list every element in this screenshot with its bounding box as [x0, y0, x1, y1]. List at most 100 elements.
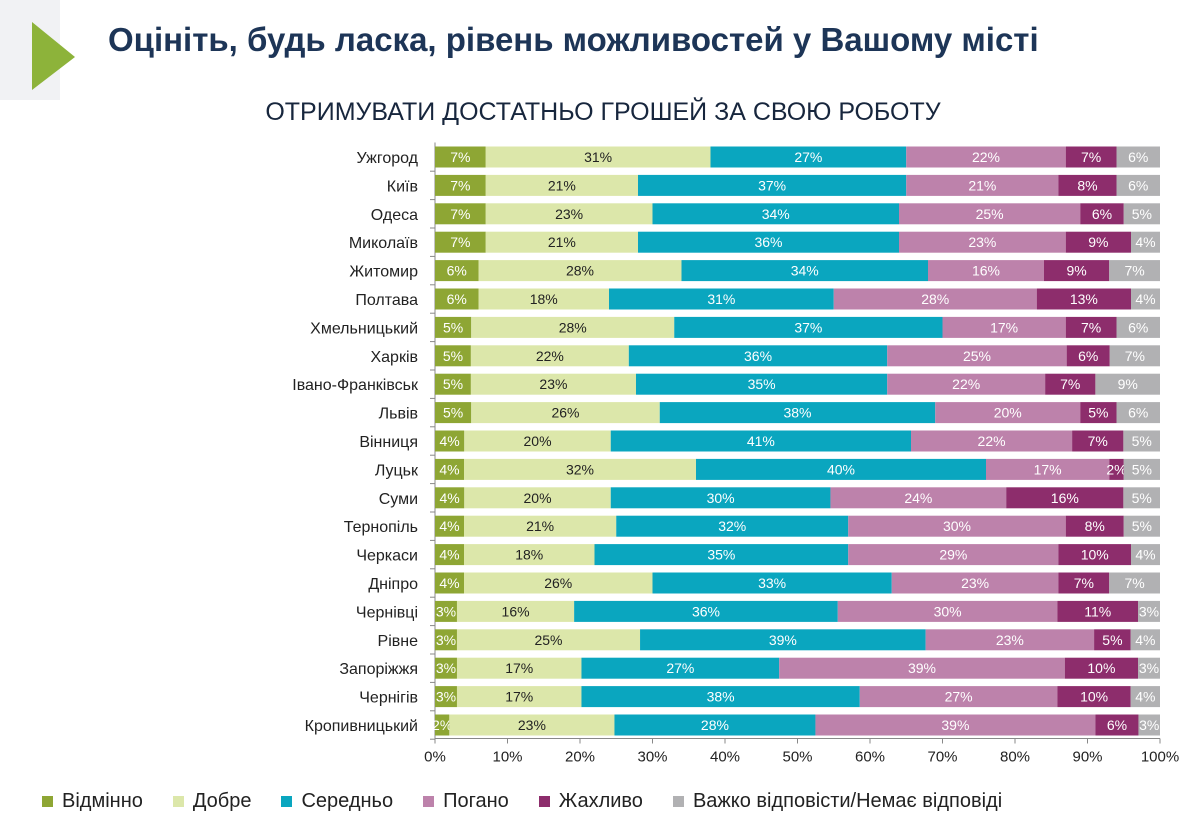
bar-segment [899, 231, 1066, 253]
data-label: 5% [443, 319, 463, 335]
bar-segment [435, 686, 457, 708]
bar-segment [1123, 487, 1160, 509]
data-label: 7% [1074, 575, 1094, 591]
bar-segment [614, 714, 816, 736]
data-label: 17% [990, 319, 1018, 335]
bar-segment [435, 288, 479, 310]
bar-segment [935, 402, 1081, 424]
data-label: 31% [584, 149, 612, 165]
data-label: 21% [968, 177, 996, 193]
data-label: 23% [996, 632, 1024, 648]
category-label: Чернівці [356, 604, 418, 621]
x-tick-label: 90% [1072, 749, 1102, 766]
data-label: 5% [443, 348, 463, 364]
bar-segment [848, 515, 1066, 537]
slide-decoration [0, 0, 75, 100]
bar-segment [652, 203, 899, 225]
bar-segment [471, 402, 660, 424]
data-label: 6% [1092, 206, 1112, 222]
bar-segment [470, 345, 629, 367]
bar-segment [610, 430, 912, 452]
x-tick-label: 100% [1141, 749, 1179, 766]
data-label: 38% [707, 689, 735, 705]
data-label: 5% [443, 376, 463, 392]
data-label: 7% [1088, 433, 1108, 449]
bar-segment [638, 174, 907, 196]
data-label: 34% [791, 263, 819, 279]
data-label: 16% [1051, 490, 1079, 506]
legend-swatch [672, 796, 684, 807]
bar-segment [887, 345, 1067, 367]
data-label: 10% [1087, 660, 1115, 676]
x-tick-label: 60% [855, 749, 885, 766]
data-label: 37% [794, 319, 822, 335]
bar-segment [435, 260, 479, 282]
data-label: 6% [447, 263, 467, 279]
bar-segment [471, 316, 675, 338]
bar-segment [1065, 146, 1117, 168]
bar-segment [1065, 515, 1124, 537]
data-label: 25% [963, 348, 991, 364]
bar-segment [581, 686, 860, 708]
bar-segment [652, 572, 892, 594]
data-label: 6% [447, 291, 467, 307]
legend-label: Відмінно [62, 790, 143, 812]
data-label: 40% [827, 461, 855, 477]
data-label: 4% [439, 547, 459, 563]
data-label: 39% [908, 660, 936, 676]
data-label: 27% [666, 660, 694, 676]
data-label: 21% [548, 234, 576, 250]
legend-item: Добре [172, 790, 251, 813]
data-label: 9% [1118, 376, 1138, 392]
data-label: 8% [1085, 518, 1105, 534]
data-label: 31% [707, 291, 735, 307]
bar-segment [435, 345, 471, 367]
data-label: 7% [1125, 263, 1145, 279]
bar-segment [485, 174, 638, 196]
bar-segment [779, 657, 1065, 679]
bar-segment [635, 373, 888, 395]
data-label: 37% [758, 177, 786, 193]
category-label: Вінниця [359, 434, 418, 451]
category-label: Суми [379, 491, 418, 508]
data-label: 4% [1135, 547, 1155, 563]
bar-segment [1057, 686, 1131, 708]
bar-segment [435, 544, 464, 566]
bar-segment [1123, 203, 1160, 225]
data-label: 4% [1135, 689, 1155, 705]
data-label: 7% [450, 234, 470, 250]
data-label: 23% [968, 234, 996, 250]
bar-segment [435, 430, 465, 452]
category-label: Київ [387, 178, 418, 195]
bar-segment [1131, 544, 1160, 566]
x-tick-label: 50% [782, 749, 812, 766]
data-label: 4% [440, 433, 460, 449]
bar-segment [435, 203, 486, 225]
bar-segment [581, 657, 780, 679]
data-label: 38% [783, 405, 811, 421]
legend-swatch [42, 796, 53, 807]
bar-segment [464, 572, 653, 594]
bar-segment [1138, 600, 1160, 622]
bar-segment [609, 288, 834, 310]
data-label: 26% [551, 405, 579, 421]
bar-segment [1116, 402, 1160, 424]
legend-label: Середньо [301, 790, 394, 812]
data-label: 20% [524, 433, 552, 449]
data-label: 3% [1139, 717, 1159, 733]
bar-segment [859, 686, 1058, 708]
data-label: 22% [972, 149, 1000, 165]
bar-segment [891, 572, 1059, 594]
data-label: 5% [1132, 206, 1152, 222]
data-label: 20% [524, 490, 552, 506]
data-label: 25% [976, 206, 1004, 222]
bar-segment [1006, 487, 1124, 509]
bar-segment [1109, 345, 1160, 367]
category-label: Черкаси [356, 548, 418, 565]
data-label: 32% [718, 518, 746, 534]
data-label: 22% [978, 433, 1006, 449]
category-label: Ужгород [357, 150, 419, 167]
data-label: 18% [515, 547, 543, 563]
category-label: Харків [370, 349, 418, 366]
data-label: 6% [1128, 177, 1148, 193]
